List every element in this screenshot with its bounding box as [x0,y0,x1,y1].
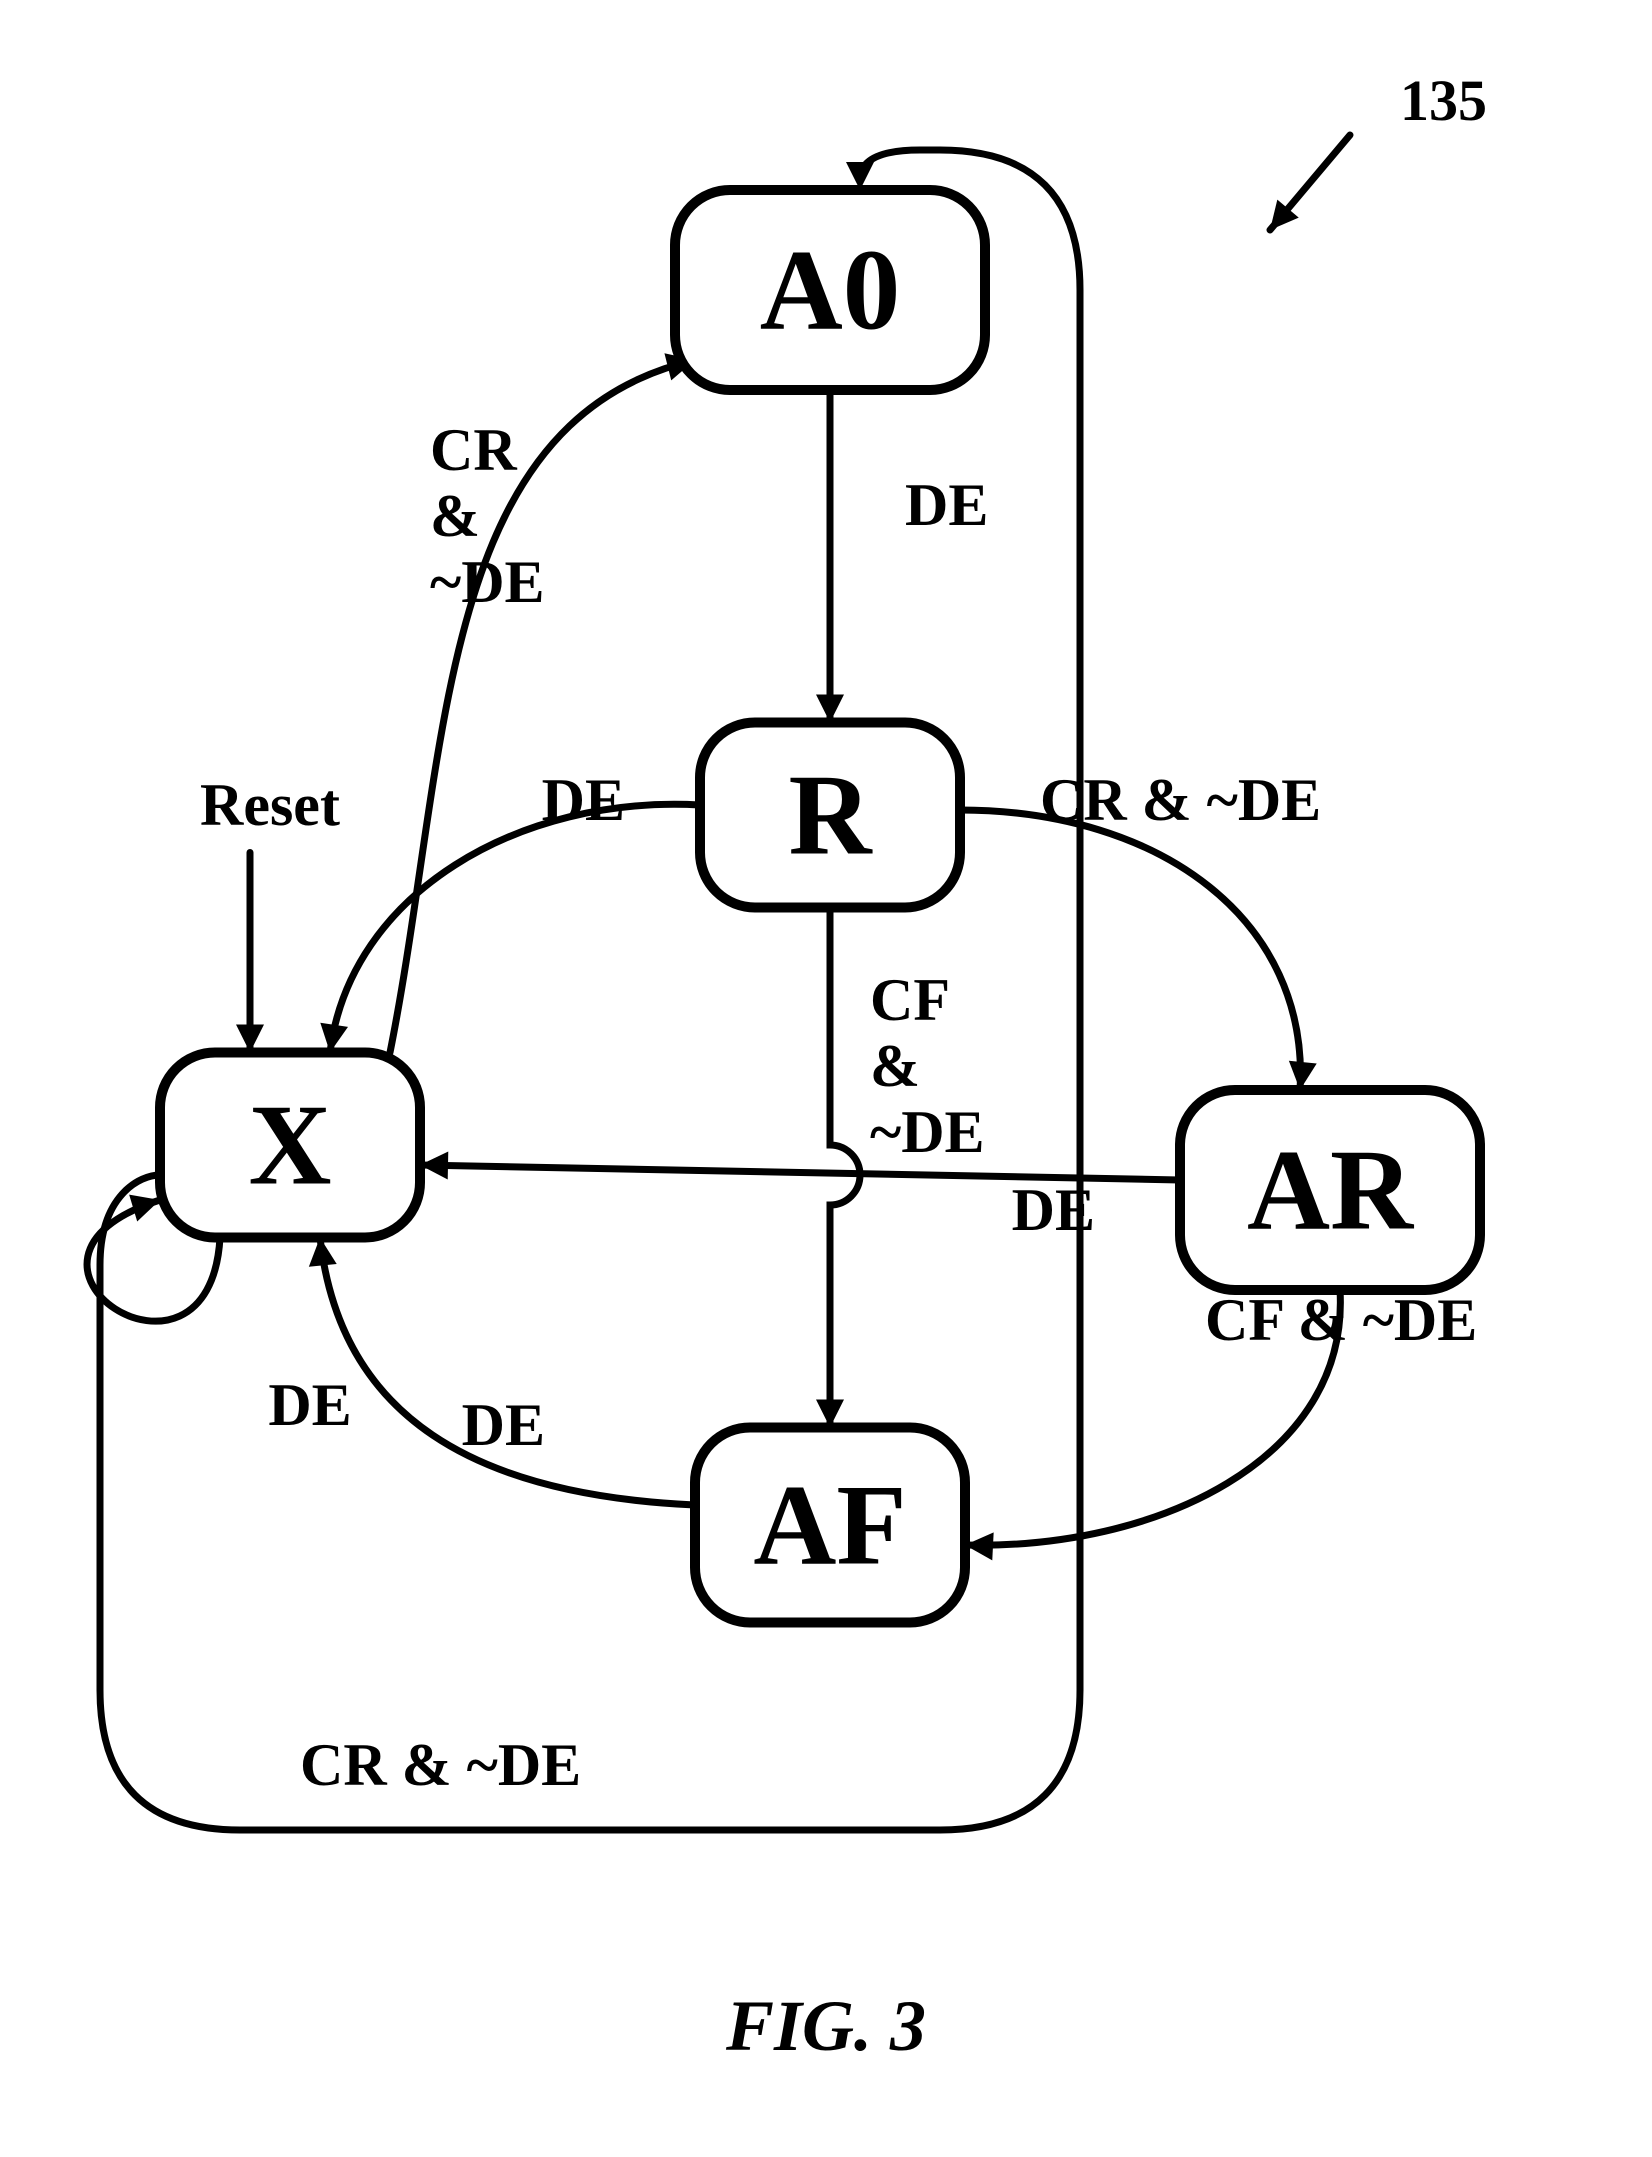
state-X: X [160,1053,420,1238]
edge-label-AF_A0: CR & ~DE [300,1732,581,1798]
edge-label-AR_X: DE [1012,1177,1095,1243]
edge-label-X_A0: CR&~DE [430,417,545,615]
state-diagram: A0 R X AR AF DE CF&~DE DE CR & ~DE DE CF & ~DE DE DE… [0,0,1652,2157]
figure-ref: 135 [1400,68,1487,133]
state-AF-label: AF [753,1462,906,1589]
edge-label-R_X: DE [542,767,625,833]
state-A0: A0 [675,190,985,390]
state-A0-label: A0 [760,227,901,354]
edge-label-X_X: DE [268,1372,351,1438]
edge-label-A0_R: DE [905,472,988,538]
state-AR: AR [1180,1090,1480,1290]
state-AR-label: AR [1247,1127,1415,1254]
state-X-label: X [248,1082,331,1209]
edge-label-R_AF: CF&~DE [870,967,985,1165]
edge-label-AR_AF: CF & ~DE [1205,1287,1477,1353]
figure-caption: FIG. 3 [725,1986,926,2066]
edge-label-R_AR: CR & ~DE [1040,767,1321,833]
state-R: R [700,723,960,908]
state-AF: AF [695,1428,965,1623]
edge-label-AF_X: DE [462,1392,545,1458]
edge-label-Reset_X: Reset [200,772,340,838]
state-R-label: R [788,752,873,879]
